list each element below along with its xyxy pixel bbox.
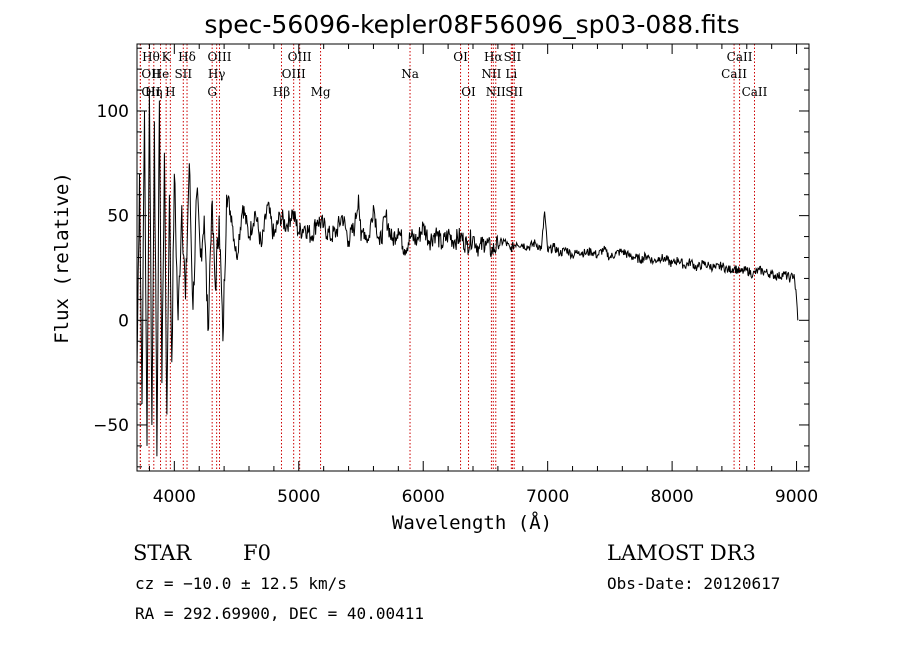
y-tick-label: −50 [93,416,129,436]
spectral-line-markers [139,44,755,471]
spectral-line-label: H [165,85,175,99]
y-tick-label: 100 [97,102,129,122]
spectral-line-label: CaII [742,85,768,99]
spectral-line-label: G [207,85,217,99]
spectral-line-label: Hβ [273,85,290,99]
object-class: STAR [133,541,192,565]
spectral-line-label: Hθ [142,50,160,64]
spectral-line-label: NII [486,85,506,99]
spectral-line-label: Li [505,67,517,81]
spectral-line-label: He [152,67,170,81]
y-axis-label: Flux (relative) [51,172,73,344]
spectral-line-label: OII [141,85,161,99]
spectral-line-label: SII [174,67,192,81]
spectral-line-label: Hα [484,50,503,64]
spectral-line-label: Hη [145,85,163,99]
spectral-line-label: OII [141,67,161,81]
y-tick-label: 50 [107,207,129,227]
spectral-line-label: Na [401,67,419,81]
coordinates: RA = 292.69900, DEC = 40.00411 [135,604,424,623]
spectrum-line [136,89,799,457]
x-tick-label: 4000 [153,487,196,507]
spectral-line-label: CaII [727,50,753,64]
x-tick-label: 5000 [277,487,320,507]
y-tick-labels: −50 0 50 100 [93,102,129,436]
spectral-line-labels: HθOIIOIIHηHeKHSIIHδGHγOIIIHβOIIIOIIIMgNa… [141,50,767,99]
spectral-line-label: SII [504,50,522,64]
survey-name: LAMOST DR3 [607,541,756,565]
x-tick-label: 6000 [402,487,445,507]
x-axis-label: Wavelength (Å) [392,511,552,534]
obs-date: Obs-Date: 20120617 [607,574,780,593]
spectral-line-label: OI [461,85,476,99]
spectral-line-label: OIII [207,50,231,64]
spectrum-series [136,89,799,457]
spectral-line-label: OI [453,50,468,64]
spectral-line-label: Hδ [178,50,196,64]
x-tick-labels: 4000 5000 6000 7000 8000 9000 [153,487,818,507]
spectral-line-label: OIII [282,67,306,81]
chart-title: spec-56096-kepler08F56096_sp03-088.fits [204,10,739,39]
axis-ticks [137,44,809,471]
spectral-line-label: Hγ [208,67,226,81]
redshift-value: cz = −10.0 ± 12.5 km/s [135,574,347,593]
y-tick-label: 0 [118,311,129,331]
x-tick-label: 8000 [650,487,693,507]
x-tick-label: 7000 [526,487,569,507]
spectral-line-label: OIII [288,50,312,64]
spectral-line-label: SII [505,85,523,99]
subclass: F0 [243,541,271,565]
spectral-line-label: Mg [311,85,331,99]
spectral-line-label: CaII [721,67,747,81]
x-tick-label: 9000 [775,487,818,507]
spectral-line-label: NII [481,67,501,81]
spectral-line-label: K [162,50,172,64]
